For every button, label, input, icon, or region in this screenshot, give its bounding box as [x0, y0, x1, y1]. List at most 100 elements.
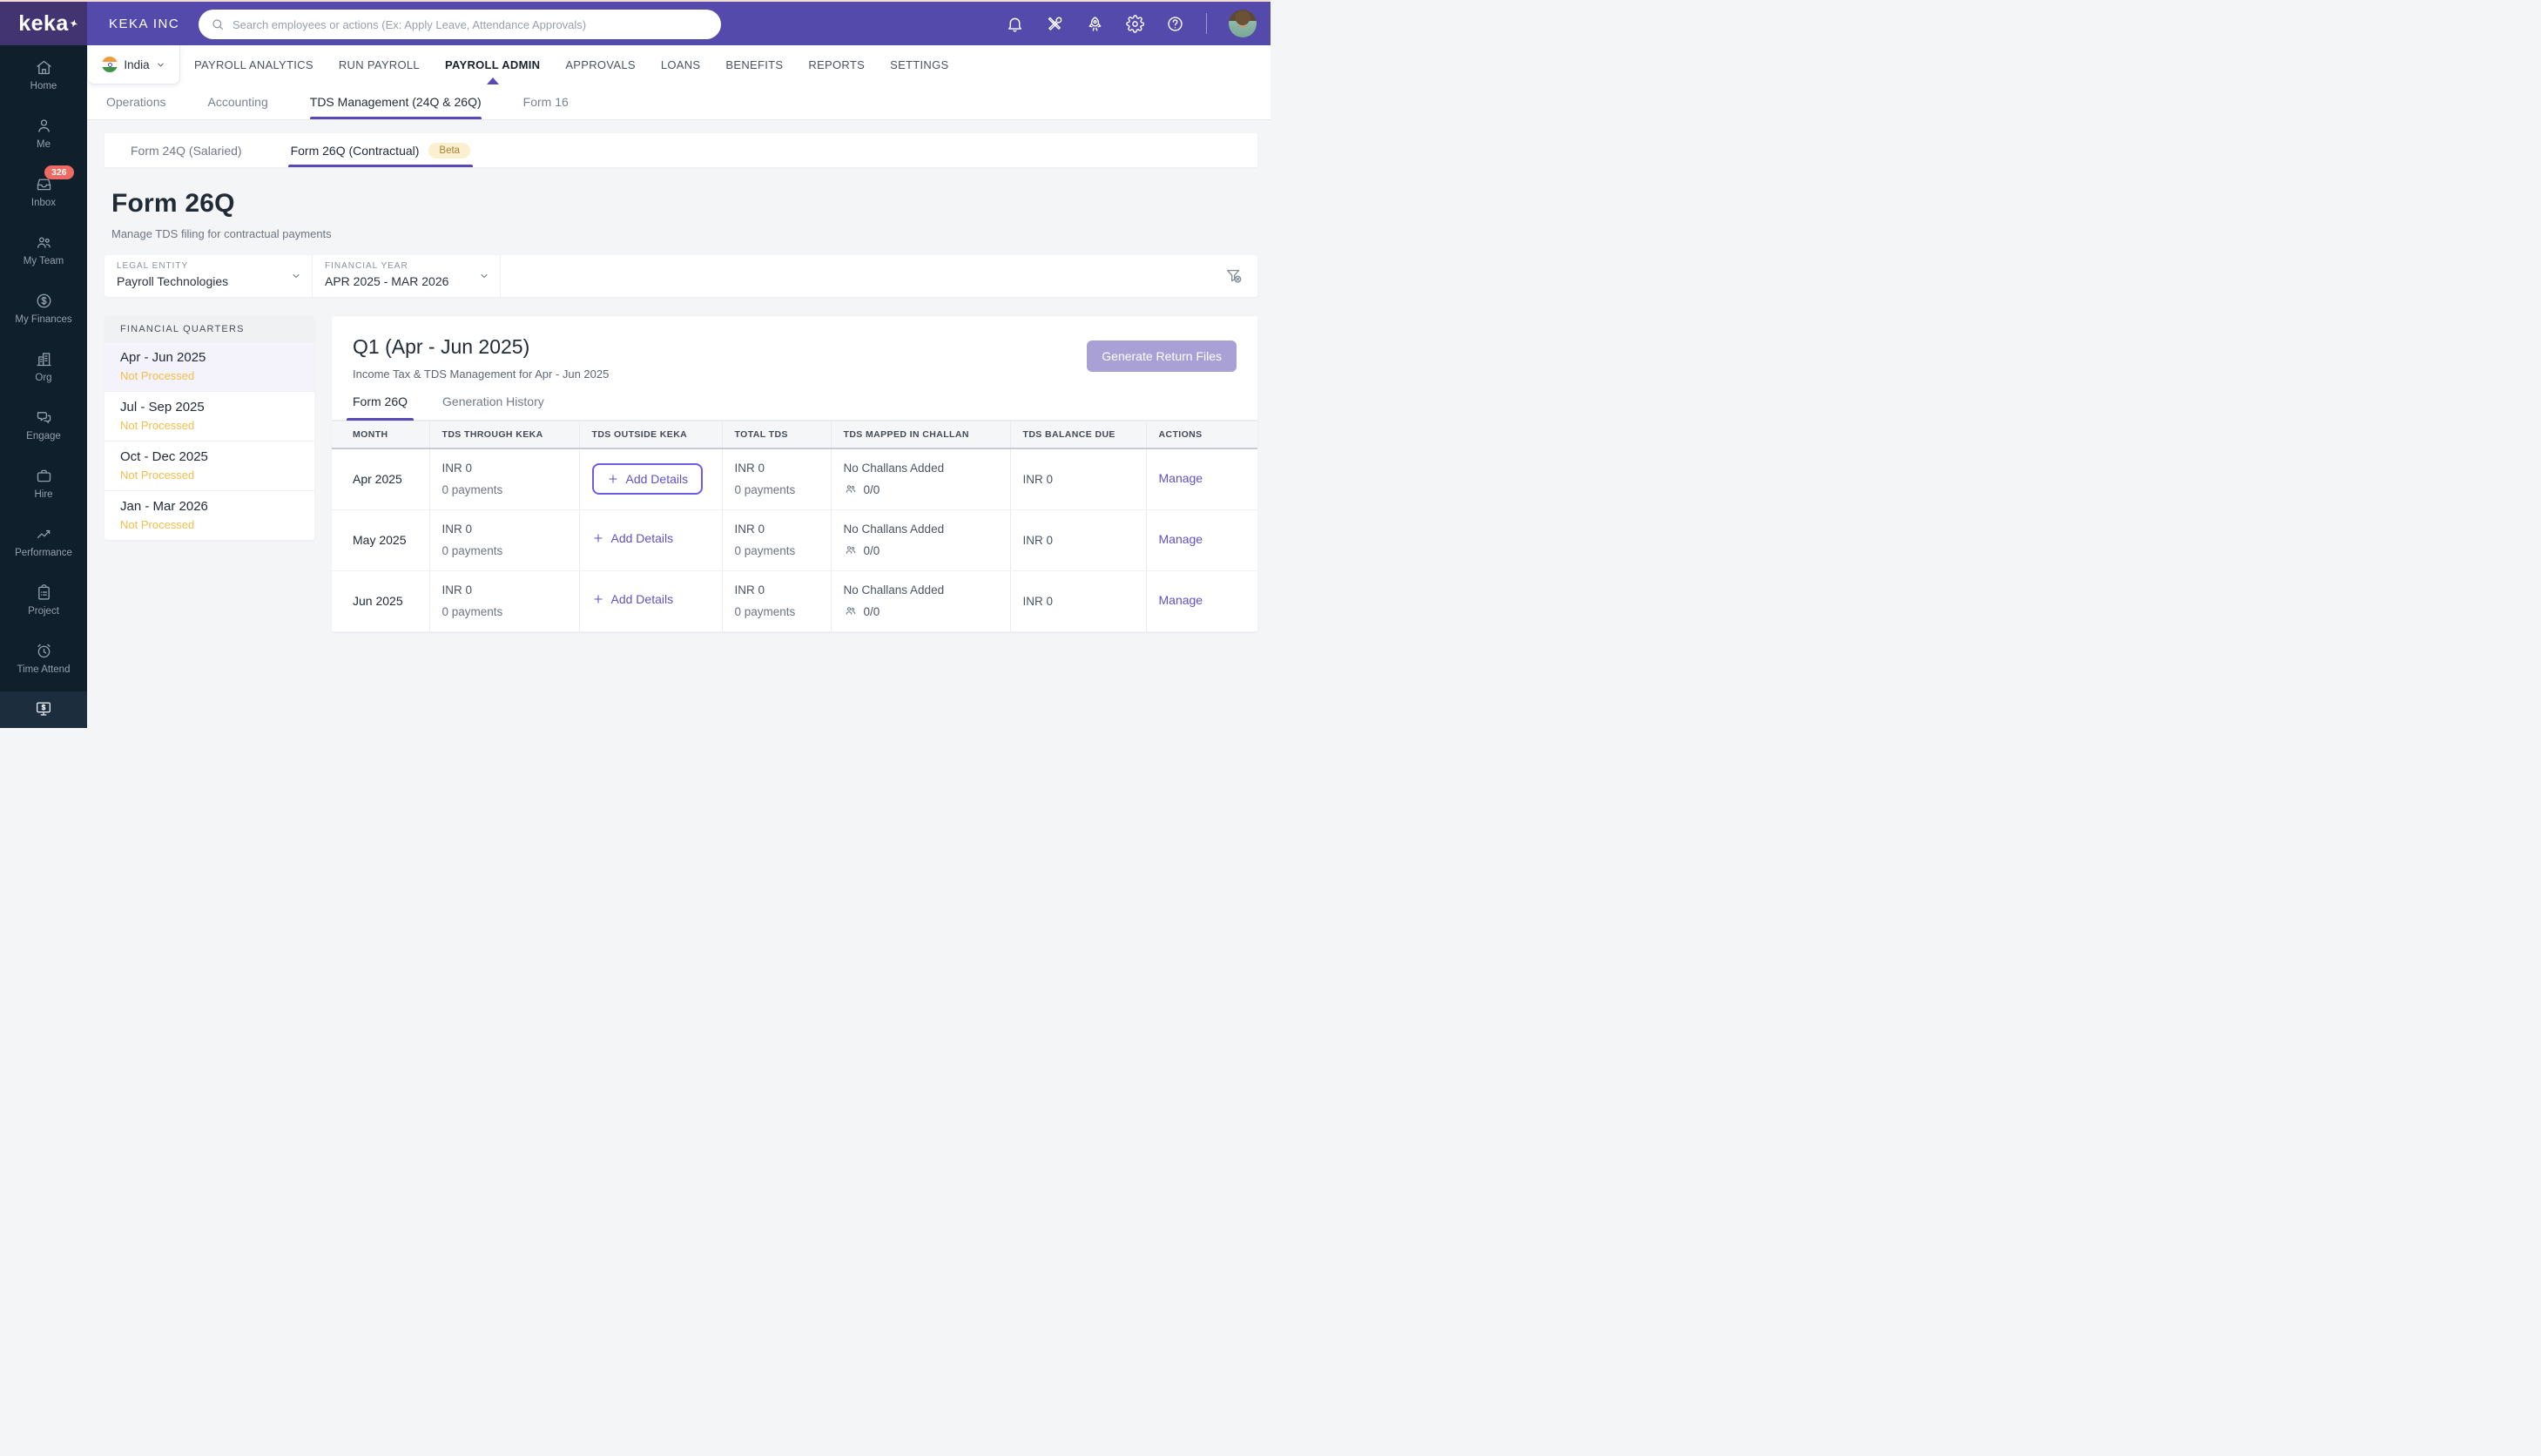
financial-quarters-panel: FINANCIAL QUARTERS Apr - Jun 2025 Not Pr…	[104, 316, 314, 540]
sidebar-label: Home	[30, 80, 57, 91]
sidebar-item-my-team[interactable]: My Team	[0, 220, 87, 279]
inbox-icon	[37, 179, 51, 190]
module-nav-items: PAYROLL ANALYTICS RUN PAYROLL PAYROLL AD…	[180, 45, 949, 84]
nav-reports[interactable]: REPORTS	[808, 58, 866, 71]
table-row: Apr 2025 INR 0 0 payments Add Details	[332, 448, 1257, 510]
subnav-form-16[interactable]: Form 16	[522, 95, 569, 109]
manage-link[interactable]: Manage	[1158, 593, 1203, 607]
quarter-item-q1[interactable]: Apr - Jun 2025 Not Processed	[104, 342, 314, 392]
quarter-detail-header: Q1 (Apr - Jun 2025) Income Tax & TDS Man…	[332, 335, 1257, 381]
people-icon	[846, 485, 855, 494]
col-actions: ACTIONS	[1145, 421, 1257, 449]
add-details-label: Add Details	[610, 592, 674, 606]
inbox-count-badge: 326	[44, 165, 74, 179]
balance-due: INR 0	[1022, 594, 1054, 608]
nav-payroll-admin[interactable]: PAYROLL ADMIN	[445, 45, 540, 84]
section-nav: Operations Accounting TDS Management (24…	[87, 84, 1270, 120]
add-details-link[interactable]: Add Details	[592, 592, 674, 606]
quarter-item-q4[interactable]: Jan - Mar 2026 Not Processed	[104, 491, 314, 540]
sidebar-item-hire[interactable]: Hire	[0, 454, 87, 512]
nav-approvals[interactable]: APPROVALS	[565, 58, 636, 71]
subnav-tds-label: TDS Management (24Q & 26Q)	[309, 95, 482, 109]
manage-link[interactable]: Manage	[1158, 471, 1203, 486]
sidebar-item-payroll-active[interactable]	[0, 691, 87, 728]
sidebar-item-inbox[interactable]: 326 Inbox	[0, 162, 87, 220]
month-cell: Jun 2025	[353, 594, 403, 608]
sidebar-item-me[interactable]: Me	[0, 104, 87, 162]
alarm-clock-icon	[37, 644, 51, 657]
sidebar-item-org[interactable]: Org	[0, 337, 87, 395]
settings-gear-icon[interactable]	[1126, 14, 1144, 33]
add-details-link[interactable]: Add Details	[592, 531, 673, 545]
quarter-item-q2[interactable]: Jul - Sep 2025 Not Processed	[104, 392, 314, 442]
topbar-divider	[1206, 13, 1207, 34]
generate-return-files-button[interactable]: Generate Return Files	[1087, 340, 1237, 372]
keka-logo-text: keka	[18, 10, 69, 36]
sidebar-item-home[interactable]: Home	[0, 45, 87, 104]
nav-run-payroll[interactable]: RUN PAYROLL	[338, 58, 420, 71]
india-flag-icon	[102, 57, 118, 72]
page-subtitle: Manage TDS filing for contractual paymen…	[111, 227, 332, 240]
quarter-range: Jan - Mar 2026	[120, 499, 208, 514]
col-month: MONTH	[332, 421, 429, 449]
country-selector[interactable]: India	[87, 45, 180, 84]
col-tds-balance-due: TDS BALANCE DUE	[1009, 421, 1146, 449]
month-cell: Apr 2025	[353, 472, 402, 487]
sidebar-item-time-attend[interactable]: Time Attend	[0, 629, 87, 687]
financial-year-value: APR 2025 - MAR 2026	[325, 274, 449, 288]
rocket-icon[interactable]	[1086, 15, 1104, 33]
detail-tabs: Form 26Q Generation History	[332, 394, 1257, 421]
subnav-accounting[interactable]: Accounting	[207, 95, 268, 109]
active-detail-tab-underline	[347, 418, 415, 421]
nav-payroll-analytics[interactable]: PAYROLL ANALYTICS	[194, 58, 313, 71]
sidebar-item-project[interactable]: Project	[0, 570, 87, 629]
keka-payments: 0 payments	[441, 605, 503, 618]
clear-filter-icon[interactable]	[1224, 266, 1244, 286]
app-window: keka ✦ KEKA INC Home Me 326	[0, 0, 1270, 728]
col-tds-outside-keka: TDS OUTSIDE KEKA	[578, 421, 722, 449]
tab-form-26q-detail[interactable]: Form 26Q	[347, 394, 415, 421]
legal-entity-filter[interactable]: LEGAL ENTITY Payroll Technologies	[104, 255, 313, 297]
challan-count: 0/0	[863, 604, 880, 618]
sidebar-item-performance[interactable]: Performance	[0, 512, 87, 570]
keka-logo[interactable]: keka ✦	[0, 2, 87, 45]
total-payments: 0 payments	[734, 483, 796, 497]
briefcase-icon	[37, 469, 51, 482]
sidebar-label: Project	[28, 605, 59, 617]
active-nav-triangle-icon	[486, 78, 499, 84]
sidebar-item-my-finances[interactable]: My Finances	[0, 279, 87, 337]
sidebar-label: My Finances	[15, 313, 72, 325]
nav-loans[interactable]: LOANS	[660, 58, 701, 71]
add-details-button[interactable]: Add Details	[591, 463, 704, 495]
team-icon	[37, 237, 51, 248]
search-icon	[212, 19, 223, 30]
tools-icon[interactable]	[1046, 15, 1064, 33]
financial-year-filter[interactable]: FINANCIAL YEAR APR 2025 - MAR 2026	[313, 255, 501, 297]
quarter-range: Oct - Dec 2025	[120, 449, 208, 464]
chevron-down-icon	[157, 63, 164, 66]
nav-settings[interactable]: SETTINGS	[890, 58, 949, 71]
tab-form-26q-contractual[interactable]: Form 26Q (Contractual) Beta	[287, 133, 474, 167]
nav-benefits[interactable]: BENEFITS	[725, 58, 784, 71]
quarter-item-q3[interactable]: Oct - Dec 2025 Not Processed	[104, 442, 314, 491]
total-payments: 0 payments	[734, 544, 796, 557]
sidebar-label: Time Attend	[17, 664, 71, 675]
subnav-tds-management[interactable]: TDS Management (24Q & 26Q)	[309, 84, 482, 119]
sidebar-item-engage[interactable]: Engage	[0, 395, 87, 454]
notifications-bell-icon[interactable]	[1006, 15, 1024, 33]
help-icon[interactable]	[1166, 15, 1184, 33]
user-avatar[interactable]	[1229, 10, 1257, 37]
plus-icon	[593, 595, 603, 603]
financial-year-label: FINANCIAL YEAR	[325, 261, 408, 271]
sidebar-label: Inbox	[30, 197, 57, 208]
tab-form-24q-salaried[interactable]: Form 24Q (Salaried)	[131, 143, 242, 158]
search-input[interactable]	[233, 17, 709, 31]
tab-generation-history[interactable]: Generation History	[442, 394, 544, 408]
total-payments: 0 payments	[734, 605, 796, 618]
add-details-label: Add Details	[625, 472, 689, 487]
global-search[interactable]	[199, 10, 721, 39]
manage-link[interactable]: Manage	[1158, 532, 1203, 546]
topbar: keka ✦ KEKA INC	[0, 2, 1270, 45]
keka-amount: INR 0	[441, 462, 473, 475]
subnav-operations[interactable]: Operations	[106, 95, 166, 109]
